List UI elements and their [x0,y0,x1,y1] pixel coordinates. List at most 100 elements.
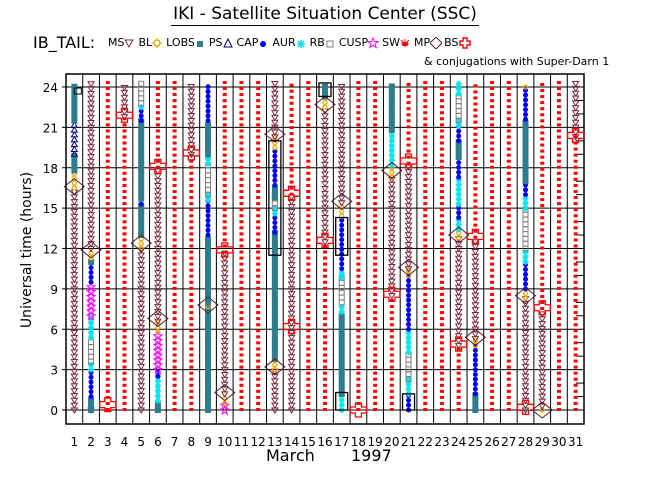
sw-marker [573,238,578,242]
sw-marker [306,377,311,381]
sw-marker [423,99,428,103]
sw-marker [540,222,545,226]
sw-marker [556,117,561,121]
sw-marker [323,256,327,260]
sw-marker [189,153,194,157]
lobs-marker [205,250,212,257]
sw-marker [172,189,177,193]
sw-marker [373,341,378,345]
sw-marker [423,359,428,363]
sw-marker [490,401,495,405]
cap-dot-marker [88,379,94,385]
aur-asterisk-marker [455,123,462,130]
cap-dot-marker [138,201,144,207]
cusp-star-marker [85,295,97,307]
sw-marker [473,120,478,124]
lobs-marker [205,246,212,253]
sw-marker [373,159,378,163]
cap-dot-marker [472,352,478,358]
sw-marker [306,183,311,187]
cap-dot-marker [205,98,211,104]
sw-marker [373,298,378,302]
mp-cross-marker [115,107,134,123]
sw-marker [256,274,261,278]
sw-marker [439,232,444,236]
sw-marker [406,101,411,105]
bs-diamond-marker [197,296,219,314]
sw-marker [356,165,361,169]
bl-sun-marker [222,400,228,406]
sw-marker [490,250,495,254]
sw-marker [172,117,177,121]
sw-marker [490,93,495,97]
sw-marker [490,359,495,363]
sw-marker [172,250,177,254]
sw-marker [556,305,561,309]
sw-marker [456,359,461,363]
sw-marker [439,298,444,302]
sw-marker [573,347,578,351]
sw-marker [189,268,194,272]
aur-asterisk-marker [138,104,145,111]
sw-marker [239,286,244,290]
conjugation-bracket [73,87,82,95]
sw-marker [356,341,361,345]
sw-marker [423,329,428,333]
sw-marker [239,232,244,236]
sw-marker [439,274,444,278]
sw-marker [490,274,495,278]
sw-marker [506,141,511,145]
sw-marker [540,282,545,286]
sw-marker [105,189,110,193]
cap-dot-marker [88,384,94,390]
bl-sun-marker [155,329,161,335]
sw-marker [172,377,177,381]
sw-marker [373,129,378,133]
sw-marker [373,232,378,236]
sw-marker [239,359,244,363]
sw-marker [573,408,578,411]
cap-dot-marker [456,133,462,139]
cap-dot-marker [205,232,211,238]
sw-marker [439,123,444,127]
sw-marker [423,317,428,321]
lobs-marker [322,83,328,90]
lobs-marker [522,139,529,146]
sw-marker [356,286,361,290]
lobs-marker [205,270,212,277]
sw-marker [172,323,177,327]
sw-marker [323,395,327,399]
sw-marker [323,347,327,351]
aur-asterisk-marker [388,157,395,164]
sw-marker [356,389,361,393]
x-tick-label: 27 [501,435,516,449]
sw-marker [506,353,511,357]
sw-marker [540,113,545,117]
sw-marker [373,99,378,103]
sw-marker [423,214,428,218]
sw-marker [373,141,378,145]
sw-marker [356,141,361,145]
sw-marker [239,280,244,284]
sw-marker [573,183,578,187]
sw-marker [573,256,578,260]
sw-marker [122,165,127,169]
sw-marker [306,220,311,224]
lobs-marker [522,129,529,136]
sw-marker [423,147,428,151]
sw-marker [189,292,194,296]
lobs-marker [388,117,395,124]
sw-marker [222,111,227,115]
sw-marker [256,87,261,91]
sw-marker [289,180,294,184]
sw-marker [373,202,378,206]
sw-marker [222,93,227,97]
sw-marker [506,80,511,84]
sw-marker [373,244,378,248]
sw-marker [105,232,110,236]
sw-marker [423,244,428,248]
cap-dot-marker [456,169,462,175]
rb-square-marker [205,186,212,193]
lobs-marker [338,352,345,359]
sw-marker [222,153,227,157]
